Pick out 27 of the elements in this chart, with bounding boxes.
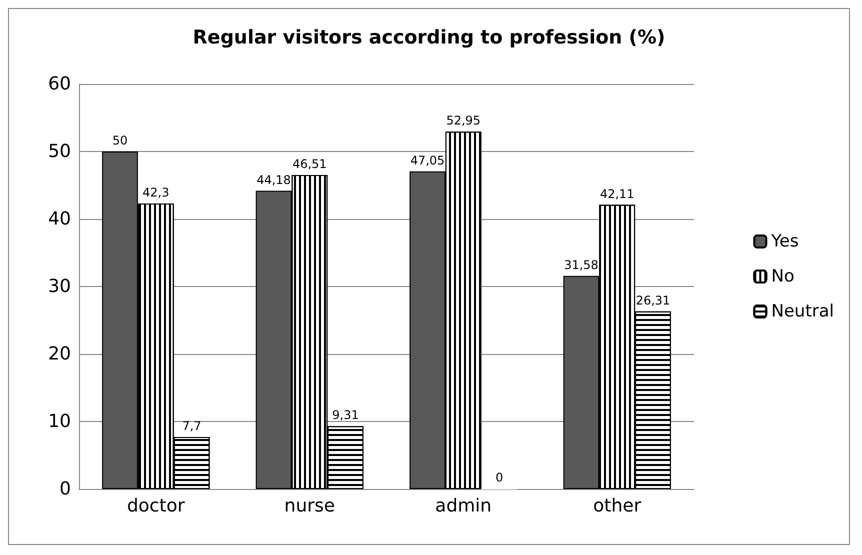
data-label: 46,51 (292, 157, 327, 172)
data-label: 47,05 (410, 153, 445, 168)
data-label: 52,95 (446, 114, 481, 128)
data-label: 0 (495, 470, 504, 484)
y-tick-label: 40 (48, 208, 71, 230)
data-label: 7,7 (182, 419, 202, 434)
x-tick-label: other (593, 496, 642, 516)
data-label: 42,3 (142, 185, 170, 200)
legend-label: Yes (770, 232, 799, 252)
x-tick-label: nurse (284, 496, 335, 516)
y-tick-label: 0 (60, 478, 71, 500)
y-tick-label: 20 (48, 344, 71, 364)
y-tick-label: 50 (48, 141, 71, 162)
data-label: 44,18 (256, 172, 291, 187)
y-tick-label: 60 (48, 74, 71, 94)
legend-label: Neutral (771, 302, 834, 322)
data-label: 31,58 (564, 258, 598, 272)
data-label: 9,31 (332, 408, 359, 422)
data-label: 26,31 (636, 293, 670, 308)
y-tick-label: 30 (48, 276, 71, 297)
x-tick-label: doctor (126, 496, 186, 516)
data-label: 50 (112, 134, 128, 148)
x-tick-label: admin (435, 496, 492, 516)
y-tick-label: 10 (48, 411, 71, 432)
legend-label: No (771, 266, 794, 286)
chart-title: Regular visitors according to profession (%) (192, 26, 666, 48)
data-label: 42,11 (600, 186, 634, 201)
